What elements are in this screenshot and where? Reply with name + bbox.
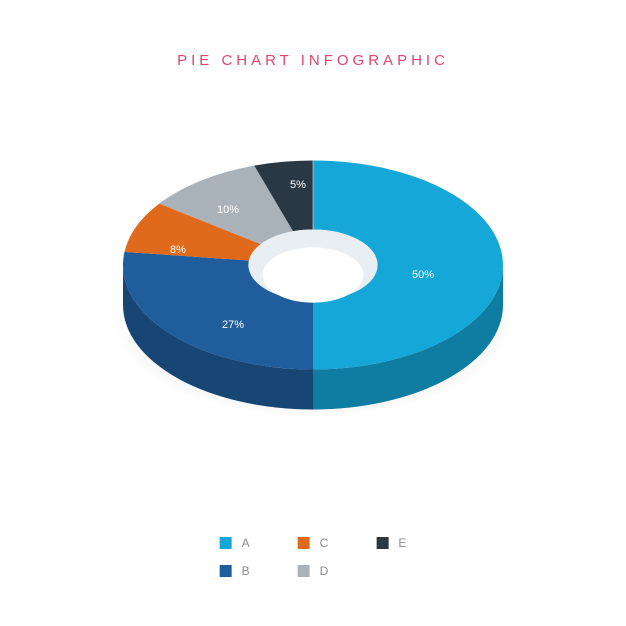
legend-swatch-b: [220, 565, 232, 577]
legend-label-c: C: [320, 536, 329, 550]
legend-label-e: E: [398, 536, 406, 550]
legend-label-a: A: [242, 536, 250, 550]
legend-label-d: D: [320, 564, 329, 578]
legend-item-c: C: [298, 536, 329, 550]
legend-swatch-a: [220, 537, 232, 549]
legend-item-b: B: [220, 564, 250, 578]
slice-label-c: 8%: [170, 244, 186, 256]
legend-swatch-e: [376, 537, 388, 549]
chart-title: PIE CHART INFOGRAPHIC: [0, 52, 626, 69]
legend-item-a: A: [220, 536, 250, 550]
legend-item-e: E: [376, 536, 406, 550]
slice-label-b: 27%: [222, 319, 244, 331]
donut-chart-3d: 50% 27% 8% 10% 5%: [93, 120, 533, 440]
slice-label-d: 10%: [217, 204, 239, 216]
donut-chart-svg: [93, 120, 533, 440]
infographic-canvas: PIE CHART INFOGRAPHIC 50% 27% 8% 10% 5% A C E B…: [0, 0, 626, 626]
legend-item-d: D: [298, 564, 329, 578]
legend-swatch-d: [298, 565, 310, 577]
slice-label-a: 50%: [412, 269, 434, 281]
legend-label-b: B: [242, 564, 250, 578]
legend: A C E B D: [220, 536, 407, 578]
legend-swatch-c: [298, 537, 310, 549]
slice-label-e: 5%: [290, 179, 306, 191]
